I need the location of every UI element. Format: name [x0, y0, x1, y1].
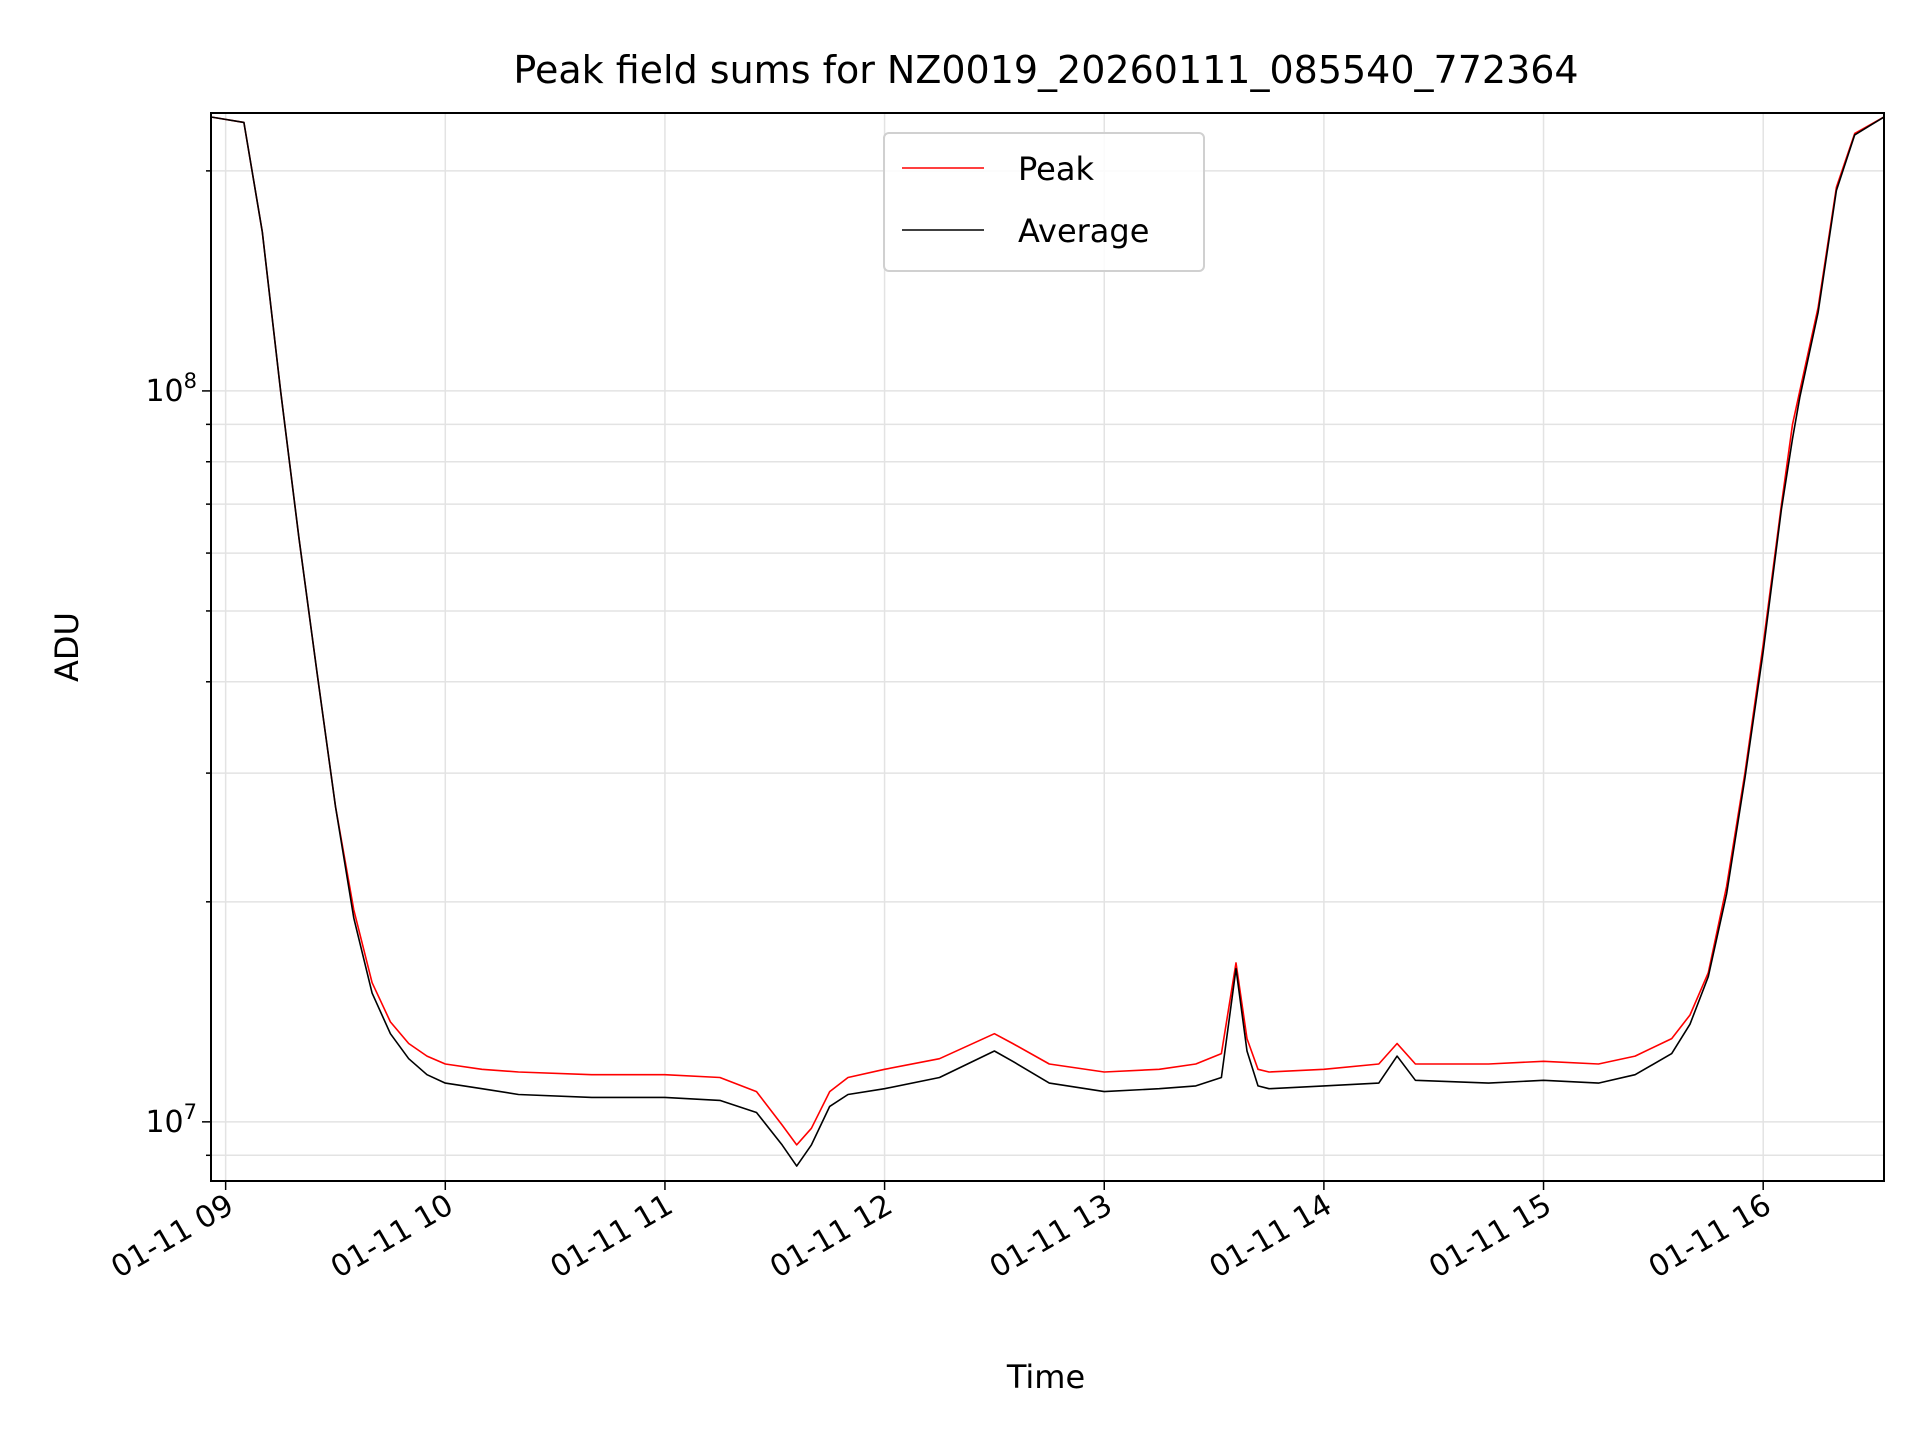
chart-title: Peak field sums for NZ0019_20260111_0855… — [513, 48, 1578, 92]
plot-area — [211, 116, 1884, 1167]
x-axis-label: Time — [1006, 1358, 1085, 1396]
y-axis-label: ADU — [48, 612, 86, 682]
series-line-peak — [211, 116, 1884, 1146]
legend-label-average: Average — [1018, 212, 1149, 250]
series-line-average — [211, 116, 1884, 1167]
legend-label-peak: Peak — [1018, 150, 1094, 188]
series-layer — [211, 116, 1884, 1167]
y-tick-label: 108 — [145, 369, 197, 409]
grid — [211, 113, 1884, 1181]
y-tick-label: 107 — [145, 1100, 197, 1140]
plot-frame — [210, 112, 1885, 1182]
y-axis: 107 108 — [145, 170, 211, 1157]
legend: Peak Average — [883, 132, 1205, 272]
